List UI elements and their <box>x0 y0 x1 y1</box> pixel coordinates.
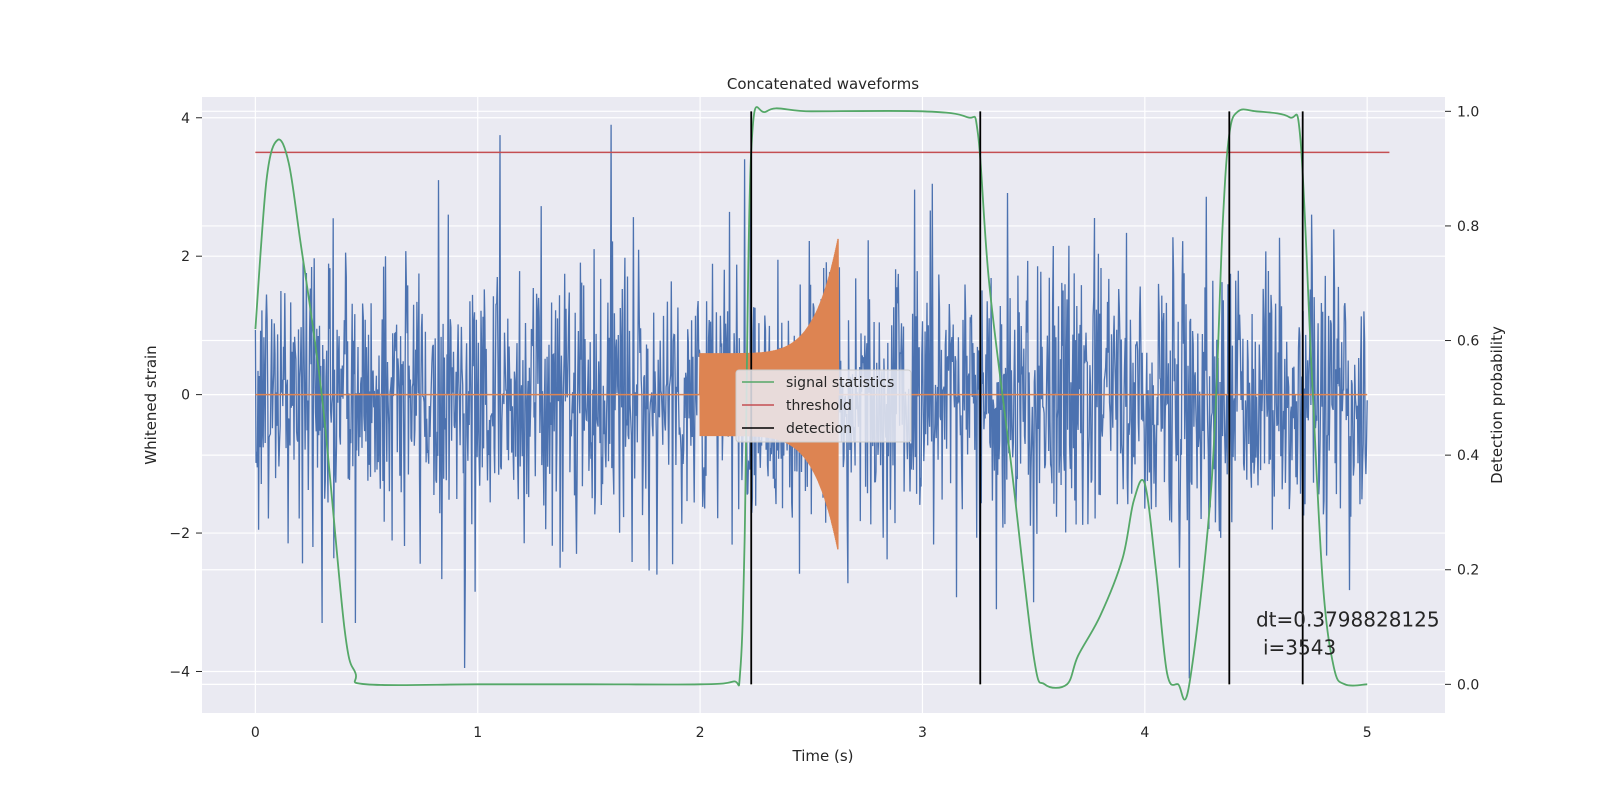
y-left-tick-label-2: 0 <box>181 388 190 404</box>
noise-waveform-line <box>254 124 1368 679</box>
annotation-index: i=3543 <box>1263 635 1336 659</box>
legend-box <box>735 369 912 443</box>
y-left-tick-label-0: −4 <box>169 664 190 680</box>
y-right-tick-label-2: 0.4 <box>1457 448 1479 464</box>
x-tick-label-0: 0 <box>251 725 260 741</box>
x-axis: 0 1 2 3 4 5 <box>251 725 1372 741</box>
y-axis-left: −4 −2 0 2 4 <box>169 111 202 680</box>
y-axis-right-label: Detection probability <box>1488 326 1506 484</box>
y-left-tick-label-4: 4 <box>181 111 190 127</box>
y-right-tick-label-1: 0.2 <box>1457 563 1479 579</box>
y-axis-right: 0.0 0.2 0.4 0.6 0.8 1.0 <box>1445 104 1479 693</box>
legend: signal statistics threshold detection <box>735 369 912 443</box>
y-right-tick-label-0: 0.0 <box>1457 677 1479 693</box>
x-axis-label: Time (s) <box>792 747 854 765</box>
y-right-tick-label-4: 0.8 <box>1457 219 1479 235</box>
x-tick-label-3: 3 <box>918 725 927 741</box>
y-right-tick-label-5: 1.0 <box>1457 104 1479 120</box>
x-tick-label-4: 4 <box>1140 725 1149 741</box>
legend-label-detection: detection <box>786 421 852 437</box>
signal-statistics-line <box>254 106 1368 701</box>
x-tick-label-2: 2 <box>696 725 705 741</box>
y-left-tick-label-3: 2 <box>181 249 190 265</box>
x-tick-label-5: 5 <box>1363 725 1372 741</box>
y-left-tick-label-1: −2 <box>169 526 190 542</box>
legend-label-threshold: threshold <box>786 398 852 414</box>
legend-label-signal-statistics: signal statistics <box>786 375 894 391</box>
y-axis-left-label: Whitened strain <box>142 345 160 464</box>
chart-title: Concatenated waveforms <box>727 75 919 93</box>
annotation-dt: dt=0.3798828125 <box>1256 607 1440 631</box>
x-tick-label-1: 1 <box>473 725 482 741</box>
y-right-tick-label-3: 0.6 <box>1457 334 1479 350</box>
